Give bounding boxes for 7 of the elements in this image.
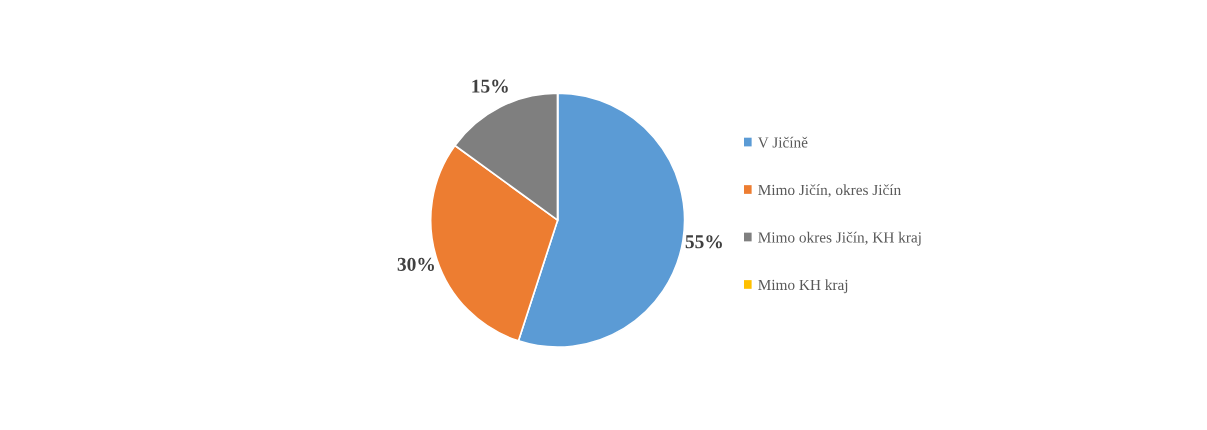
data-label: 55% xyxy=(685,235,722,249)
data-label: 30% xyxy=(397,257,434,271)
data-label: 15% xyxy=(472,79,508,93)
legend-label: V Jičíně xyxy=(757,136,808,148)
legend-label: Mimo Jičín, okres Jičín xyxy=(758,184,901,198)
legend-label: Mimo okres Jičín, KH kraj xyxy=(758,231,921,246)
legend-label: Mimo KH kraj xyxy=(758,279,848,294)
